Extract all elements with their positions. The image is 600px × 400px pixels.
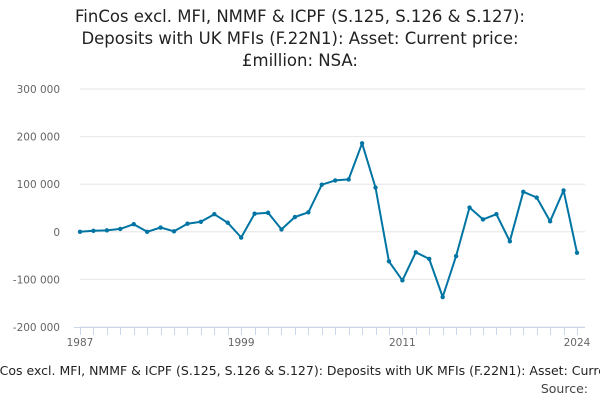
data-point[interactable] <box>77 229 83 234</box>
data-point[interactable] <box>333 178 338 183</box>
data-point[interactable] <box>346 177 351 182</box>
data-point[interactable] <box>212 211 217 217</box>
y-tick-label: 0 <box>53 227 60 239</box>
legend[interactable]: FinCos excl. MFI, NMMF & ICPF (S.125, S.… <box>0 363 600 379</box>
data-points <box>77 141 580 300</box>
chart-title-line-3: £million: NSA: <box>242 51 358 70</box>
y-tick-label: -100 000 <box>13 274 60 286</box>
data-point[interactable] <box>494 211 499 217</box>
source-label: Source: <box>540 381 588 396</box>
data-point[interactable] <box>279 227 284 232</box>
data-point[interactable] <box>158 225 163 230</box>
data-point[interactable] <box>265 210 271 215</box>
y-tick-label: 100 000 <box>17 179 60 191</box>
chart-title-line-1: FinCos excl. MFI, NMMF & ICPF (S.125, S.… <box>74 7 525 26</box>
x-tick-label: 1987 <box>67 337 94 349</box>
data-point[interactable] <box>91 228 96 234</box>
data-point[interactable] <box>144 229 150 234</box>
data-point[interactable] <box>118 226 123 232</box>
data-point[interactable] <box>104 228 110 233</box>
data-point[interactable] <box>561 188 566 193</box>
x-axis-ticks: 1987 1999 2011 2024 <box>67 327 591 349</box>
data-point[interactable] <box>400 278 405 283</box>
data-point[interactable] <box>453 253 459 259</box>
y-axis-ticks: 300 000 200 000 100 000 0 -100 000 -200 000 <box>13 84 60 334</box>
y-tick-label: 300 000 <box>17 84 60 96</box>
data-point[interactable] <box>185 221 190 226</box>
x-tick-label: 2011 <box>389 337 416 349</box>
data-point[interactable] <box>171 229 177 234</box>
data-point[interactable] <box>319 182 324 187</box>
series-line[interactable] <box>79 142 578 298</box>
data-point[interactable] <box>131 221 136 227</box>
y-tick-label: -200 000 <box>13 322 60 334</box>
legend-label[interactable]: FinCos excl. MFI, NMMF & ICPF (S.125, S.… <box>0 363 600 378</box>
y-tick-label: 200 000 <box>17 132 60 144</box>
data-point[interactable] <box>413 250 419 255</box>
x-tick-label: 2024 <box>564 337 591 349</box>
data-point[interactable] <box>225 220 230 225</box>
data-point[interactable] <box>427 256 432 262</box>
data-point[interactable] <box>292 214 298 220</box>
data-point[interactable] <box>386 259 392 264</box>
data-point[interactable] <box>467 205 472 210</box>
data-point[interactable] <box>373 185 378 190</box>
data-point[interactable] <box>507 239 513 244</box>
data-point[interactable] <box>574 250 580 255</box>
data-point[interactable] <box>534 195 539 200</box>
x-tick-label: 1999 <box>228 337 255 349</box>
data-point[interactable] <box>521 189 526 195</box>
chart-title-line-2: Deposits with UK MFIs (F.22N1): Asset: C… <box>81 29 519 48</box>
data-point[interactable] <box>198 219 204 225</box>
gridlines <box>80 88 585 328</box>
data-point[interactable] <box>306 210 311 215</box>
chart-title: FinCos excl. MFI, NMMF & ICPF (S.125, S.… <box>0 6 600 72</box>
data-point[interactable] <box>480 217 486 222</box>
data-point[interactable] <box>440 294 445 300</box>
data-point[interactable] <box>359 141 365 146</box>
data-point[interactable] <box>252 211 257 216</box>
data-point[interactable] <box>238 235 244 240</box>
data-point[interactable] <box>547 219 553 224</box>
